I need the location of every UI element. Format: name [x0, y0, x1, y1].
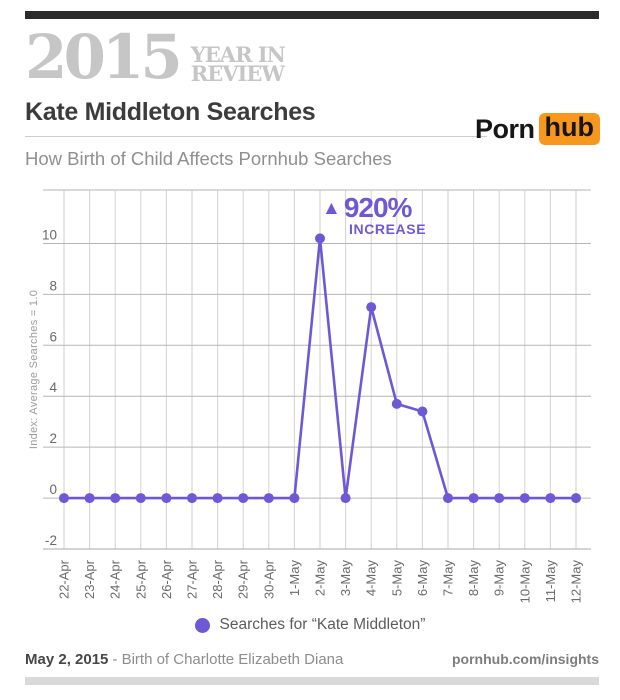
x-tick-label: 8-May	[466, 560, 481, 597]
annotation-headline: ▲ 920%	[322, 194, 426, 222]
x-tick-label: 26-Apr	[159, 559, 174, 599]
y-tick-label: 0	[49, 482, 57, 497]
year-in-review-text: YEAR IN REVIEW	[190, 42, 286, 86]
y-tick-label: -2	[45, 533, 57, 548]
x-tick-label: 23-Apr	[82, 559, 97, 599]
y-tick-label: 2	[49, 431, 57, 446]
footer-event: May 2, 2015- Birth of Charlotte Elizabet…	[25, 651, 343, 669]
data-point-9-May	[494, 493, 505, 504]
data-point-10-May	[519, 493, 530, 504]
year-in-review-logo: 2015 YEAR IN REVIEW	[25, 22, 286, 93]
data-point-28-Apr	[212, 493, 223, 504]
year-in-line: YEAR IN	[190, 42, 286, 67]
data-point-1-May	[289, 493, 300, 504]
peak-annotation: ▲ 920% INCREASE	[322, 194, 427, 238]
data-point-8-May	[468, 493, 479, 504]
x-tick-label: 24-Apr	[108, 559, 123, 599]
x-tick-label: 1-May	[287, 560, 302, 597]
x-tick-label: 30-Apr	[261, 559, 276, 599]
data-point-22-Apr	[59, 493, 69, 504]
chart-legend: Searches for “Kate Middleton”	[0, 616, 620, 634]
data-point-11-May	[545, 493, 556, 504]
x-tick-label: 27-Apr	[185, 559, 200, 599]
annotation-percent: 920%	[343, 192, 413, 223]
data-point-5-May	[391, 398, 402, 409]
pornhub-logo: Porn hub	[475, 113, 600, 145]
y-tick-label: 10	[42, 227, 57, 242]
pornhub-logo-hub-badge: hub	[538, 113, 600, 145]
footer-site-url: pornhub.com/insights	[452, 651, 599, 667]
y-axis-title: Index: Average Searches = 1.0	[28, 290, 40, 449]
review-line: REVIEW	[190, 61, 285, 86]
data-point-27-Apr	[187, 493, 197, 504]
data-point-25-Apr	[135, 493, 146, 504]
data-point-26-Apr	[161, 493, 172, 504]
data-point-23-Apr	[84, 493, 95, 504]
year-2015-text: 2015	[25, 22, 183, 93]
x-tick-label: 29-Apr	[236, 559, 251, 599]
footer: May 2, 2015- Birth of Charlotte Elizabet…	[25, 651, 599, 669]
page-title: Kate Middleton Searches	[25, 98, 316, 126]
x-tick-label: 12-May	[569, 560, 584, 604]
x-tick-label: 28-Apr	[210, 559, 225, 599]
data-point-4-May	[366, 302, 377, 313]
annotation-label: INCREASE	[349, 221, 427, 237]
top-accent-bar	[25, 11, 599, 19]
data-point-3-May	[340, 493, 351, 504]
x-tick-label: 3-May	[338, 560, 353, 597]
x-tick-label: 22-Apr	[57, 559, 72, 599]
legend-label: Searches for “Kate Middleton”	[219, 616, 426, 633]
x-tick-label: 4-May	[364, 560, 379, 597]
y-tick-label: 4	[49, 380, 57, 395]
data-point-29-Apr	[238, 493, 249, 504]
x-tick-label: 7-May	[441, 560, 456, 597]
data-point-6-May	[417, 406, 428, 417]
footer-date: May 2, 2015	[25, 651, 109, 668]
y-tick-label: 8	[49, 278, 57, 293]
data-point-12-May	[571, 493, 581, 504]
x-tick-label: 10-May	[517, 560, 532, 604]
data-point-30-Apr	[263, 493, 274, 504]
pornhub-logo-porn-text: Porn	[475, 113, 535, 144]
bottom-accent-bar	[25, 677, 599, 685]
legend-dot-icon	[194, 617, 210, 633]
x-tick-label: 5-May	[389, 560, 404, 597]
up-triangle-icon: ▲	[322, 197, 341, 219]
x-tick-label: 11-May	[543, 560, 558, 603]
title-divider	[25, 136, 487, 137]
x-tick-label: 6-May	[415, 560, 430, 597]
x-tick-label: 9-May	[492, 560, 507, 597]
data-point-7-May	[443, 493, 453, 504]
x-tick-label: 25-Apr	[133, 559, 148, 599]
footer-description: - Birth of Charlotte Elizabeth Diana	[112, 651, 344, 668]
data-point-24-Apr	[110, 493, 121, 504]
line-chart: -2 0 2 4 6 8 10 Index: Average Searches = 1.0 22…	[28, 189, 591, 604]
chart-subtitle: How Birth of Child Affects Pornhub Searc…	[25, 148, 392, 169]
x-tick-label: 2-May	[313, 560, 328, 597]
y-tick-label: 6	[49, 329, 57, 344]
data-point-2-May	[315, 233, 325, 244]
